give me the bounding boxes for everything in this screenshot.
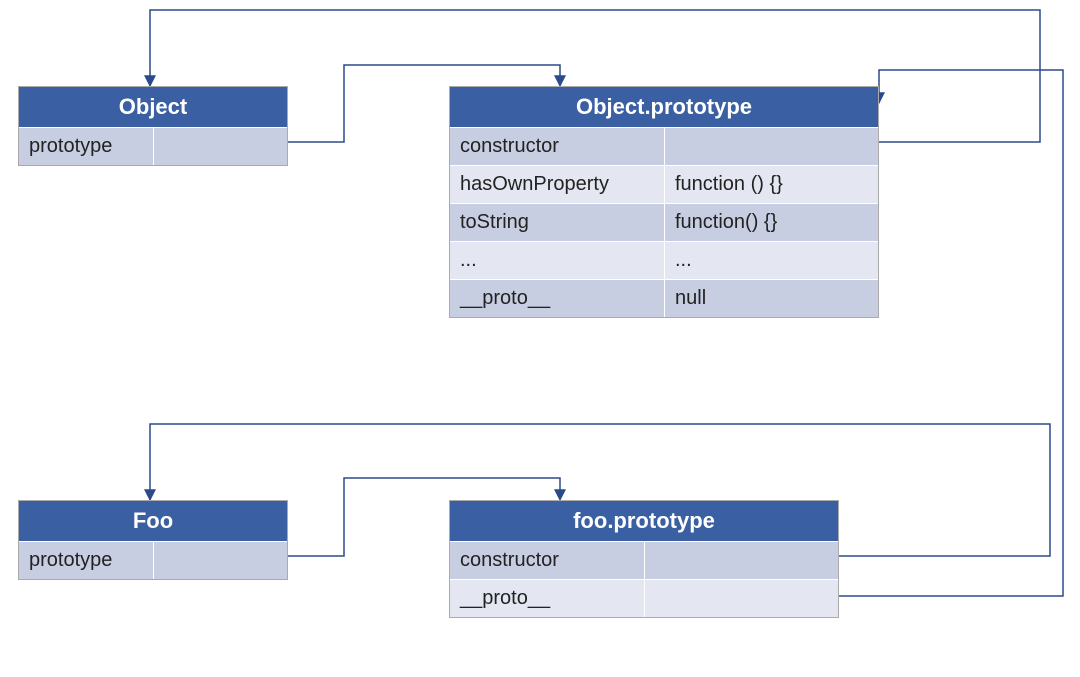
cell-val: [644, 579, 838, 617]
cell-val: [153, 541, 287, 579]
box-row: hasOwnPropertyfunction () {}: [450, 165, 878, 203]
box-header: foo.prototype: [450, 501, 838, 541]
cell-key: prototype: [19, 541, 153, 579]
cell-key: __proto__: [450, 279, 664, 317]
cell-val: [153, 127, 287, 165]
box-row: __proto__null: [450, 279, 878, 317]
box-row: toStringfunction() {}: [450, 203, 878, 241]
box-row: constructor: [450, 541, 838, 579]
cell-key: ...: [450, 241, 664, 279]
cell-key: __proto__: [450, 579, 644, 617]
cell-key: prototype: [19, 127, 153, 165]
box-header: Object.prototype: [450, 87, 878, 127]
box-header: Object: [19, 87, 287, 127]
cell-val: [664, 127, 878, 165]
box-object_prototype: Object.prototypeconstructorhasOwnPropert…: [449, 86, 879, 318]
box-foo_prototype: foo.prototypeconstructor__proto__: [449, 500, 839, 618]
diagram-canvas: ObjectprototypeObject.prototypeconstruct…: [0, 0, 1080, 677]
box-header: Foo: [19, 501, 287, 541]
box-foo: Fooprototype: [18, 500, 288, 580]
cell-val: ...: [664, 241, 878, 279]
box-row: ......: [450, 241, 878, 279]
cell-val: function () {}: [664, 165, 878, 203]
cell-key: hasOwnProperty: [450, 165, 664, 203]
cell-val: function() {}: [664, 203, 878, 241]
cell-key: constructor: [450, 541, 644, 579]
cell-val: null: [664, 279, 878, 317]
box-row: constructor: [450, 127, 878, 165]
cell-key: toString: [450, 203, 664, 241]
box-row: prototype: [19, 127, 287, 165]
box-object: Objectprototype: [18, 86, 288, 166]
cell-val: [644, 541, 838, 579]
box-row: __proto__: [450, 579, 838, 617]
box-row: prototype: [19, 541, 287, 579]
cell-key: constructor: [450, 127, 664, 165]
